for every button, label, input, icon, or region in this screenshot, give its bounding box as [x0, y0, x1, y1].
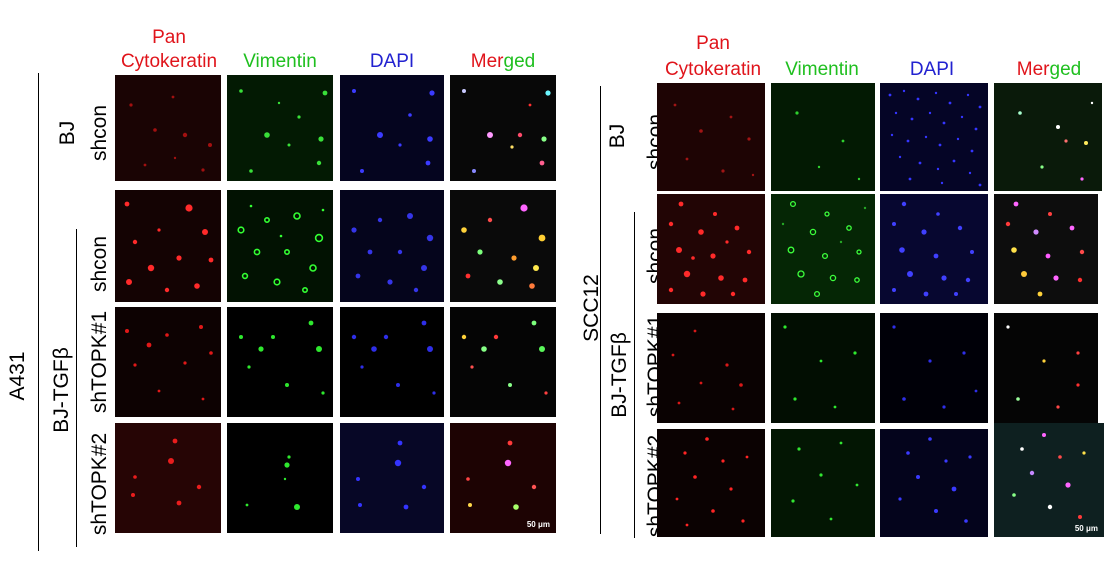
left-bj-shcon-merged-image	[450, 75, 556, 181]
right-header-pan: Pan	[696, 33, 730, 54]
left-shcon-label: shcon	[88, 235, 111, 293]
left-shtopk1-dapi-image	[340, 307, 444, 417]
right-shtopk1-vimentin-image	[771, 313, 875, 423]
right-shcon-pan-cytokeratin-image	[657, 194, 765, 304]
left-header-vimentin: Vimentin	[243, 51, 317, 72]
left-bj-label: BJ	[56, 120, 79, 146]
right-cell-line-label: SCC12	[580, 274, 603, 342]
left-bj-shcon-label: shcon	[88, 104, 111, 162]
left-shcon-vimentin-image	[227, 190, 333, 302]
right-header-merged-ged: ged	[1049, 59, 1082, 80]
left-shtopk2-label: shTOPK#2	[88, 432, 111, 536]
left-shtopk2-dapi-image	[340, 423, 444, 533]
left-shtopk1-pan-cytokeratin-image	[115, 307, 221, 417]
left-bj-tgf-label: BJ-TGFβ	[50, 347, 73, 433]
left-shtopk2-vimentin-image	[227, 423, 333, 533]
right-bj-label: BJ	[606, 123, 629, 149]
right-bj-tgf-label: BJ-TGFβ	[608, 332, 631, 418]
left-inner-bracket-line	[76, 229, 77, 547]
right-bj-shcon-pan-cytokeratin-image	[657, 83, 765, 191]
left-shtopk1-merged-image	[450, 307, 556, 417]
left-outer-bracket-line	[38, 73, 39, 551]
right-header-vimentin: Vimentin	[785, 59, 859, 80]
right-scale-bar-label: 50 μm	[1074, 524, 1098, 533]
left-header-cytokeratin: Cytokeratin	[120, 51, 218, 72]
right-shtopk1-dapi-image	[880, 313, 988, 423]
right-shtopk1-merged-image	[994, 313, 1098, 423]
right-shtopk2-vimentin-image	[771, 429, 875, 537]
left-bj-shcon-pan-cytokeratin-image	[115, 75, 221, 181]
left-header-merged-mer: Mer	[470, 51, 504, 72]
left-shtopk1-vimentin-image	[227, 307, 333, 417]
left-shtopk2-merged-image: 50 μm	[450, 423, 556, 533]
left-shtopk2-pan-cytokeratin-image	[115, 423, 221, 533]
left-scale-bar-label: 50 μm	[526, 520, 550, 529]
left-bj-shcon-dapi-image	[340, 75, 444, 181]
left-cell-line-label: A431	[6, 351, 29, 401]
right-bj-shcon-vimentin-image	[771, 83, 875, 191]
right-header-dapi: DAPI	[909, 59, 955, 80]
left-header-merged-ged: ged	[503, 51, 536, 72]
left-shcon-pan-cytokeratin-image	[115, 190, 221, 302]
right-shcon-vimentin-image	[771, 194, 875, 304]
left-shcon-merged-image	[450, 190, 556, 302]
left-header-merged: Merged	[450, 50, 556, 74]
right-bj-shcon-dapi-image	[880, 83, 988, 191]
left-bj-shcon-vimentin-image	[227, 75, 333, 181]
left-shcon-dapi-image	[340, 190, 444, 302]
right-shcon-merged-image	[994, 194, 1098, 304]
right-inner-bracket-line	[634, 212, 635, 538]
right-header-cytokeratin: Cytokeratin	[664, 59, 762, 80]
right-bj-shcon-merged-image	[994, 83, 1102, 191]
left-header-pan: Pan	[152, 27, 186, 48]
right-outer-bracket-line	[600, 86, 601, 534]
right-header-merged-mer: Mer	[1016, 59, 1050, 80]
right-shtopk2-pan-cytokeratin-image	[657, 429, 765, 537]
right-shtopk2-merged-image: 50 μm	[994, 423, 1104, 537]
right-shtopk1-pan-cytokeratin-image	[657, 313, 765, 423]
right-shcon-dapi-image	[880, 194, 988, 304]
left-header-dapi: DAPI	[369, 51, 415, 72]
right-shtopk2-dapi-image	[880, 429, 988, 537]
right-header-merged: Merged	[996, 58, 1102, 82]
left-shtopk1-label: shTOPK#1	[88, 310, 111, 414]
